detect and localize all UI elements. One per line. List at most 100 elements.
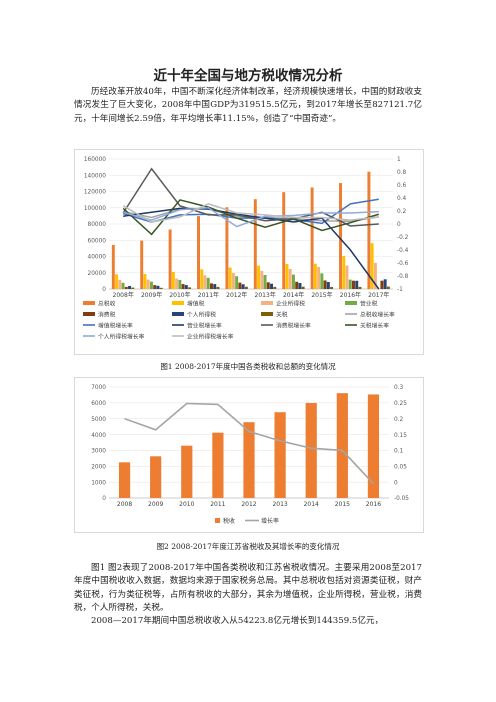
x-tick-label: 2010	[179, 501, 194, 508]
bar-1-5	[257, 265, 261, 289]
intro-paragraph: 历经改革开放40年，中国不断深化经济体制改革，经济规模快速增长，中国的财政收支情…	[74, 86, 422, 126]
bar-6-4	[244, 286, 248, 289]
bar-1-4	[228, 267, 232, 289]
bar-3-0	[121, 282, 125, 289]
legend-label: 消费税增长率	[276, 322, 311, 330]
x-tick-label: 2013	[272, 501, 287, 508]
y2-tick-label: -0.4	[397, 248, 409, 254]
bar-0-6	[282, 192, 286, 289]
bar-6-3	[216, 286, 220, 289]
bar-6-2	[188, 287, 192, 289]
growth-line-4	[122, 199, 380, 236]
y2-tick-label: 0.2	[394, 417, 404, 423]
legend-label: 个人所得税增长率	[98, 333, 145, 341]
x-tick-label: 2016	[366, 501, 381, 508]
bar-6-5	[273, 286, 277, 289]
body-text-2: 2008—2017年期间中国总税收收入从54223.8亿元增长到144359.5…	[91, 616, 384, 627]
bar-2-0	[118, 279, 122, 289]
legend-label: 关税增长率	[360, 322, 389, 330]
bar-0-4	[225, 207, 229, 289]
chart-jiangsu-tax-svg: 0 1000 2000 3000 4000 5000 6000 7000 -0.05 0 0.05 0…	[91, 385, 409, 525]
bar-5-9	[383, 279, 387, 289]
legend-swatch	[345, 301, 357, 305]
caption-figure-2: 图2 2008-2017年度江苏省税收及其增长率的变化情况	[156, 542, 340, 551]
bar-0-3	[197, 216, 200, 289]
y-tick-label: 100000	[84, 206, 106, 212]
x-tick-label: 2014年	[283, 291, 304, 299]
x-tick-label: 2016年	[340, 291, 361, 299]
bar-0-9	[367, 171, 371, 289]
bar-5-0	[128, 285, 132, 289]
legend-label: 税收	[223, 517, 235, 525]
y2-tick-label: -1	[397, 287, 403, 293]
bar-0-1	[140, 240, 144, 289]
y2-tick-label: 0	[397, 222, 401, 228]
chart-jiangsu-tax: 0 1000 2000 3000 4000 5000 6000 7000 -0.05 0 0.05 0…	[74, 377, 424, 533]
legend-label: 营业税增长率	[187, 322, 222, 330]
x-tick-label: 2015年	[311, 291, 332, 299]
y2-tick-label: 1	[397, 157, 401, 163]
bar-3-7	[320, 273, 324, 289]
bar-5-6	[298, 283, 302, 289]
page-title: 近十年全国与地方税收情况分析	[153, 68, 343, 84]
bar-1	[150, 456, 162, 498]
legend-label: 总税收增长率	[360, 311, 395, 319]
bar-2-5	[260, 270, 264, 289]
bar-2-4	[231, 273, 235, 289]
bar-3-3	[206, 277, 210, 289]
bar-1-1	[143, 273, 147, 289]
body-paragraph-1: 图1 图2表现了2008-2017年中国各类税收和江苏省税收情况。主要采用200…	[74, 562, 422, 628]
bar-5-8	[355, 280, 359, 289]
growth-line-6	[122, 203, 379, 223]
bar-8	[367, 394, 380, 498]
legend-label: 营业税	[360, 300, 378, 308]
bar-1-0	[115, 274, 119, 289]
y-tick-label: 2000	[91, 464, 106, 470]
y2-tick-label: 0.8	[397, 170, 407, 176]
bar-1-2	[171, 271, 175, 289]
chart-national-tax: 0 20000 40000 60000 80000 100000 120000 140000 1…	[74, 149, 424, 355]
bar-3-4	[235, 276, 239, 289]
legend-label: 消费税	[98, 311, 116, 319]
y-tick-label: 0	[102, 496, 106, 502]
bar-4	[243, 422, 255, 498]
legend-swatch	[172, 301, 184, 305]
bar-5-1	[156, 285, 160, 289]
y2-tick-label: -0.6	[397, 261, 409, 267]
bar-4-0	[124, 286, 128, 289]
intro-text: 历经改革开放40年，中国不断深化经济体制改革，经济规模快速增长，中国的财政收支情…	[74, 87, 422, 124]
y-tick-label: 1000	[91, 480, 106, 486]
bar-4-6	[295, 281, 299, 289]
bar-6-1	[159, 287, 163, 289]
x-tick-label: 2015	[335, 501, 350, 508]
legend-swatch	[83, 312, 95, 316]
y-tick-label: 120000	[84, 190, 106, 196]
x-tick-label: 2008	[117, 501, 132, 508]
x-tick-label: 2010年	[169, 291, 190, 299]
y-tick-label: 3000	[91, 449, 106, 455]
bar-1-6	[285, 263, 289, 289]
bar-4-2	[181, 284, 185, 289]
body-text-1: 图1 图2表现了2008-2017年中国各类税收和江苏省税收情况。主要采用200…	[74, 563, 422, 613]
legend-label: 企业所得税增长率	[187, 333, 234, 341]
bar-2-3	[203, 275, 207, 289]
bar-6-7	[330, 286, 334, 289]
bar-4-3	[210, 283, 213, 289]
bar-3-6	[291, 274, 295, 289]
bar-1-7	[313, 263, 317, 289]
y-tick-label: 0	[102, 287, 106, 293]
caption-figure-1: 图1 2008-2017年度中国各类税收和总额的变化情况	[160, 362, 336, 371]
legend-label: 增值税增长率	[98, 322, 133, 330]
bar-4-5	[266, 282, 270, 289]
y2-tick-label: -0.05	[394, 496, 409, 502]
x-tick-label: 2009年	[141, 291, 162, 299]
y2-tick-label: -0.2	[397, 235, 409, 241]
y-tick-label: 40000	[88, 255, 107, 261]
growth-line-2	[123, 207, 380, 290]
bar-1-3	[200, 269, 204, 289]
chart-national-tax-svg: 0 20000 40000 60000 80000 100000 120000 140000 1…	[83, 157, 409, 341]
bar-1-8	[342, 255, 346, 289]
bar-4-8	[352, 280, 355, 289]
legend-label: 个人所得税	[187, 311, 216, 319]
y-tick-label: 140000	[84, 173, 106, 179]
